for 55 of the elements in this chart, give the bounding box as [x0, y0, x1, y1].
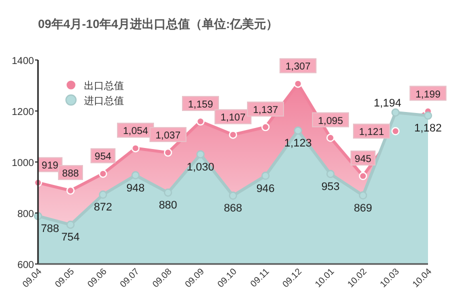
data-label: 954 — [94, 152, 112, 163]
data-label: 1,095 — [318, 116, 344, 127]
point — [131, 144, 140, 152]
data-label: 888 — [62, 168, 80, 180]
data-label: 1,107 — [220, 112, 246, 124]
data-label: 953 — [321, 180, 340, 193]
point — [98, 190, 108, 199]
data-label: 945 — [354, 154, 372, 166]
data-label: 946 — [256, 182, 275, 195]
data-label: 948 — [126, 182, 145, 194]
data-label: 1,030 — [186, 161, 214, 174]
point — [391, 108, 400, 117]
data-label: 1,137 — [252, 105, 278, 116]
point — [358, 191, 368, 200]
point — [294, 126, 302, 135]
data-label: 1,037 — [155, 130, 181, 142]
point — [164, 188, 172, 197]
y-tick-label: 1400 — [12, 56, 34, 67]
point — [261, 122, 270, 132]
data-label: 872 — [94, 202, 112, 214]
data-label: 869 — [354, 202, 372, 214]
y-tick-label: 1000 — [12, 158, 34, 169]
y-tick-label: 600 — [17, 260, 34, 271]
point — [164, 148, 172, 157]
data-label: 1,054 — [122, 126, 148, 138]
point — [424, 111, 432, 120]
point — [294, 80, 302, 88]
legend-label: 出口总值 — [84, 80, 124, 92]
point — [228, 130, 238, 139]
point — [358, 172, 368, 180]
point — [228, 192, 238, 200]
point — [131, 171, 140, 180]
y-tick-label: 1200 — [12, 107, 34, 118]
data-label: 1,194 — [374, 98, 402, 110]
point — [326, 170, 335, 178]
point — [196, 150, 205, 158]
data-label: 1,307 — [285, 62, 311, 73]
point — [391, 127, 400, 136]
point — [326, 134, 335, 142]
data-label: 1,182 — [414, 122, 442, 135]
data-label: 1,123 — [284, 138, 312, 150]
legend-label: 进口总值 — [84, 95, 124, 107]
data-label: 868 — [224, 202, 242, 215]
data-label: 1,159 — [188, 99, 214, 110]
point — [98, 170, 108, 178]
chart-title: 09年4月-10年4月进出口总值（单位:亿美元） — [38, 17, 278, 31]
data-label: 880 — [158, 200, 178, 212]
point — [261, 172, 270, 180]
data-label: 919 — [42, 160, 59, 172]
point — [66, 220, 75, 229]
data-label: 1,199 — [415, 89, 441, 100]
data-label: 1,121 — [358, 127, 384, 138]
data-label: 788 — [40, 223, 60, 236]
data-label: 754 — [61, 232, 80, 244]
y-tick-label: 800 — [17, 209, 34, 220]
